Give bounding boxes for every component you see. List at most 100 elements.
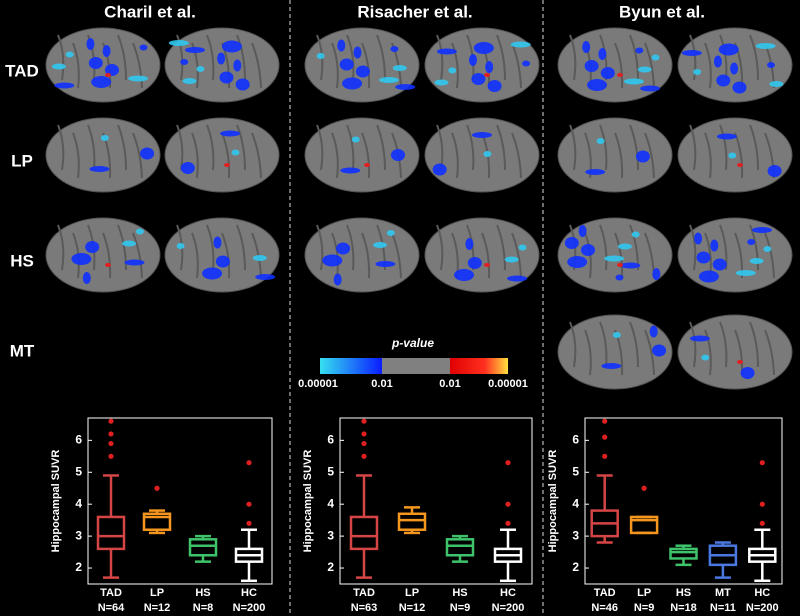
activation (105, 73, 111, 77)
activation (353, 46, 362, 59)
column-title: Charil et al. (104, 2, 196, 21)
colorbar-label: 0.01 (439, 378, 460, 390)
sulcus (316, 124, 324, 171)
count-label: N=8 (193, 602, 214, 614)
sulcus (569, 321, 577, 368)
activation (351, 136, 360, 143)
activation (252, 255, 267, 261)
activation (85, 241, 100, 253)
outlier (602, 434, 608, 440)
y-tick-label: 5 (572, 464, 579, 478)
activation (135, 228, 144, 235)
activation (231, 149, 240, 156)
sulcus (689, 321, 697, 368)
box (96, 515, 126, 551)
activation (652, 344, 667, 357)
x-tick-label: LP (405, 587, 419, 599)
plot-frame (584, 417, 783, 585)
activation (710, 239, 719, 252)
sulcus (57, 34, 65, 81)
activation (716, 133, 737, 140)
box (629, 515, 659, 535)
activation (584, 60, 599, 72)
activation (355, 65, 370, 78)
brain-image (164, 217, 280, 293)
sulcus (704, 132, 712, 179)
brain-image (677, 217, 793, 293)
activation (635, 150, 650, 163)
y-tick-label: 4 (572, 496, 579, 510)
activation (735, 270, 756, 276)
activation (600, 67, 615, 79)
sulcus (644, 42, 655, 89)
brain-image (677, 314, 793, 390)
activation (102, 45, 111, 57)
activation (316, 53, 325, 59)
x-tick-label: LP (637, 587, 651, 599)
count-label: N=200 (746, 602, 779, 614)
activation (471, 73, 486, 85)
sulcus (176, 34, 184, 81)
sulcus (72, 42, 80, 89)
activation (395, 84, 416, 90)
box (142, 512, 172, 531)
sulcus (117, 34, 127, 81)
brain-image (304, 217, 420, 293)
brain-image (304, 117, 420, 193)
activation (213, 236, 222, 249)
y-tick-label: 3 (75, 528, 82, 542)
sulcus (361, 42, 371, 89)
count-label: N=11 (710, 602, 736, 614)
sulcus (251, 232, 262, 279)
column-title: Risacher et al. (357, 2, 472, 21)
brain-image (677, 27, 793, 103)
activation (105, 263, 111, 267)
colorbar-segment (382, 358, 450, 374)
plot-frame (87, 417, 273, 585)
activation (128, 75, 149, 82)
x-tick-label: HC (754, 587, 770, 599)
activation (763, 246, 772, 252)
sulcus (57, 124, 65, 171)
activation (168, 40, 189, 46)
activation (255, 274, 276, 280)
activation (91, 76, 112, 88)
x-tick-label: HS (676, 587, 691, 599)
outlier (154, 485, 160, 491)
activation (696, 251, 711, 264)
activation (88, 57, 103, 69)
activation (436, 48, 457, 55)
activation (631, 231, 640, 238)
activation (364, 163, 370, 167)
sulcus (191, 42, 199, 89)
outlier (108, 440, 114, 447)
sulcus (331, 42, 339, 89)
activation (755, 43, 776, 49)
sulcus (87, 124, 96, 171)
sulcus (511, 132, 522, 179)
activation (681, 50, 702, 56)
sulcus (511, 232, 522, 279)
activation (652, 268, 661, 280)
sulcus (496, 224, 506, 271)
outlier (108, 418, 114, 424)
sulcus (191, 232, 199, 279)
sulcus (629, 321, 639, 368)
activation (65, 51, 74, 58)
y-tick-label: 6 (327, 433, 334, 447)
sulcus (346, 34, 355, 81)
box (669, 547, 698, 560)
sulcus (629, 124, 639, 171)
count-label: N=46 (591, 602, 618, 614)
activation (623, 78, 644, 85)
x-tick-label: TAD (100, 587, 122, 599)
sulcus (496, 34, 506, 81)
sulcus (689, 224, 697, 271)
y-axis-label: Hippocampal SUVR (50, 450, 62, 553)
outlier (505, 501, 511, 507)
activation (612, 332, 621, 338)
sulcus (599, 124, 608, 171)
sulcus (629, 34, 639, 81)
outlier (361, 453, 367, 459)
x-tick-label: HC (500, 587, 516, 599)
